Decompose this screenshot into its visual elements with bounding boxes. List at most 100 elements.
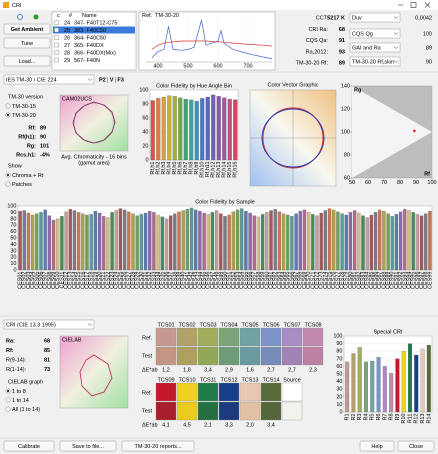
bar — [240, 208, 244, 271]
radio-label[interactable]: Patches — [12, 182, 32, 188]
x-tick-label: CES45 — [202, 272, 208, 289]
plot-title: CAM02UCS — [62, 96, 92, 102]
button-label[interactable]: Tune — [21, 41, 33, 47]
bar — [214, 210, 219, 271]
dropdown-arrow[interactable] — [87, 323, 93, 326]
button[interactable] — [397, 440, 435, 452]
x-tick-label: CES11 — [59, 272, 65, 289]
row-number[interactable]: 27 — [64, 43, 70, 49]
x-tick-label: CES87 — [377, 272, 383, 289]
radio-label[interactable]: TM-30-15 — [12, 104, 36, 110]
radio-label[interactable]: Chroma + Rt — [12, 173, 44, 179]
radio-dot[interactable] — [6, 389, 10, 393]
dropdown[interactable] — [3, 74, 95, 85]
bar — [227, 214, 231, 271]
dropdown[interactable] — [349, 56, 401, 67]
dropdown[interactable] — [349, 28, 401, 39]
x-tick-label: CES35 — [160, 272, 166, 289]
button-label[interactable]: Calibrate — [18, 444, 40, 450]
button-label[interactable]: Load... — [19, 59, 36, 65]
x-tick-label: CES61 — [268, 272, 274, 289]
status-icon[interactable] — [33, 14, 39, 20]
row-name[interactable]: 383- F40C50 — [74, 28, 106, 34]
dropdown[interactable] — [349, 42, 401, 53]
bar — [351, 353, 356, 413]
x-tick-label: CES80 — [348, 272, 354, 289]
bar — [18, 211, 22, 271]
button[interactable] — [121, 440, 195, 452]
close-icon[interactable] — [424, 2, 431, 8]
radio-label[interactable]: All (1 to 14) — [12, 407, 40, 413]
button[interactable] — [3, 55, 51, 67]
mode-option[interactable]: V — [110, 77, 114, 83]
button-label[interactable]: Help — [371, 444, 382, 450]
button[interactable] — [3, 440, 55, 452]
x-tick-label: CES79 — [344, 272, 350, 289]
dropdown-value[interactable]: IES TM-30 / CIE 224 — [6, 77, 57, 83]
row-number[interactable]: 26 — [64, 35, 70, 41]
x-tick-label: CES75 — [327, 272, 333, 289]
row-name[interactable]: 366- F40DX(Mix) — [74, 50, 116, 56]
checkbox[interactable] — [54, 57, 59, 63]
y-tick-label: 100 — [139, 87, 148, 93]
row-name[interactable]: 364- F40C50 — [74, 35, 106, 41]
dropdown-value[interactable]: CRI (CIE 13.3 1995) — [6, 322, 56, 328]
row-number[interactable]: 25 — [64, 28, 70, 34]
button-label[interactable]: Save to file... — [72, 444, 104, 450]
y-tick-label: 60 — [336, 364, 342, 370]
bar — [97, 212, 102, 271]
checkbox[interactable] — [54, 50, 59, 55]
bar — [345, 361, 350, 413]
mode-option[interactable]: F3 — [117, 77, 123, 83]
app-icon — [3, 2, 9, 8]
dropdown[interactable] — [349, 12, 401, 23]
chart-title: Color Vector Graphic — [267, 82, 318, 88]
radio[interactable] — [5, 181, 11, 187]
checkbox[interactable] — [54, 27, 59, 33]
dropdown-arrow[interactable] — [393, 32, 399, 35]
button[interactable] — [359, 440, 395, 452]
dropdown-value[interactable]: Duv — [352, 15, 362, 21]
button-label[interactable]: Close — [409, 444, 423, 450]
mode-option[interactable]: P2 — [99, 77, 106, 83]
dropdown-value[interactable]: TM-30-20 Rf,skin — [352, 59, 394, 65]
dropdown-value[interactable]: CQS Qg — [352, 31, 373, 37]
radio-label[interactable]: 1 to 14 — [12, 398, 29, 404]
radio[interactable] — [5, 406, 11, 412]
radio-dot[interactable] — [6, 113, 10, 117]
radio[interactable] — [5, 397, 11, 403]
checkbox[interactable] — [54, 35, 59, 40]
maximize-icon[interactable] — [410, 2, 417, 8]
row-number[interactable]: 24 — [64, 20, 70, 26]
dropdown-arrow[interactable] — [393, 16, 399, 19]
button[interactable] — [3, 37, 51, 49]
button[interactable] — [3, 23, 51, 35]
dropdown-arrow[interactable] — [87, 78, 93, 81]
checkbox[interactable] — [54, 20, 59, 25]
dropdown-value[interactable]: GAI and Ra — [352, 45, 382, 51]
bar — [135, 215, 139, 271]
test-swatch — [239, 401, 261, 421]
radio-icon[interactable] — [17, 14, 23, 20]
button[interactable] — [59, 440, 117, 452]
bar — [382, 211, 386, 271]
bar — [216, 96, 221, 161]
x-tick-label: R3 — [357, 414, 363, 421]
radio-label[interactable]: TM-30-20 — [12, 113, 36, 119]
dropdown[interactable] — [3, 319, 95, 330]
row-name[interactable]: 347- F40T12-C75 — [74, 20, 117, 26]
row-number[interactable]: 28 — [64, 50, 70, 56]
button-label[interactable]: TM-30-20 reports... — [134, 444, 182, 450]
radio-label[interactable]: 1 to 8 — [12, 389, 26, 395]
x-tick-label: R6 — [376, 414, 382, 421]
dropdown-arrow[interactable] — [393, 60, 399, 63]
button-label[interactable]: Get Ambient — [11, 27, 44, 33]
dropdown-arrow[interactable] — [393, 46, 399, 49]
bar — [114, 210, 118, 271]
row-name[interactable]: 365- F40DX — [74, 43, 104, 49]
radio[interactable] — [5, 103, 11, 109]
row-name[interactable]: 567- F40N — [74, 58, 100, 64]
radio-dot[interactable] — [6, 173, 10, 177]
checkbox[interactable] — [54, 42, 59, 48]
row-number[interactable]: 29 — [64, 58, 70, 64]
